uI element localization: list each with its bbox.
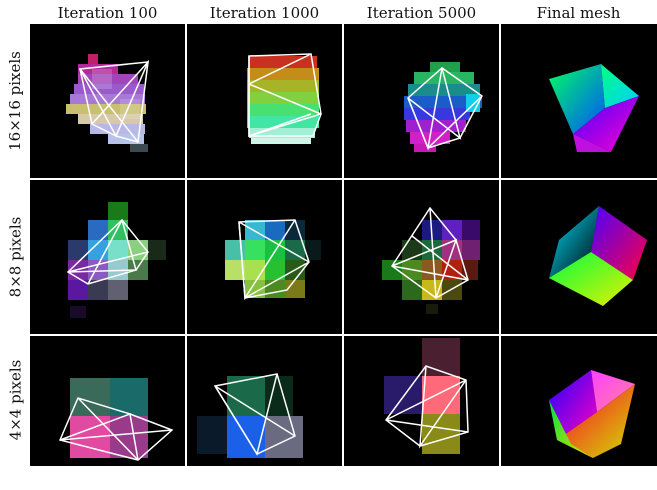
panel-4x4-final-mesh	[501, 336, 657, 466]
render-8x8-iter-1000	[225, 219, 321, 301]
column-header-final-mesh: Final mesh	[536, 4, 621, 22]
panel-16x16-iter-5000	[344, 24, 499, 178]
render-16x16-final-mesh	[549, 64, 639, 152]
render-4x4-final-mesh	[549, 370, 635, 458]
column-header-iteration-100: Iteration 100	[57, 4, 158, 22]
panel-4x4-iter-100	[30, 336, 185, 466]
panel-8x8-final-mesh	[501, 180, 657, 334]
render-8x8-iter-5000	[382, 206, 480, 314]
render-16x16-iter-1000	[247, 53, 322, 144]
panel-4x4-iter-1000	[187, 336, 342, 466]
render-4x4-iter-5000	[384, 338, 469, 454]
panel-8x8-iter-5000	[344, 180, 499, 334]
panel-8x8-iter-100	[30, 180, 185, 334]
column-header-iteration-5000: Iteration 5000	[366, 4, 477, 22]
row-header-8x8: 8×8 pixels	[6, 216, 24, 298]
column-header-iteration-1000: Iteration 1000	[209, 4, 320, 22]
panel-4x4-iter-5000	[344, 336, 499, 466]
panel-16x16-iter-1000	[187, 24, 342, 178]
row-header-16x16: 16×16 pixels	[6, 51, 24, 151]
panel-8x8-iter-1000	[187, 180, 342, 334]
render-16x16-iter-5000	[404, 62, 483, 152]
render-4x4-iter-1000	[197, 373, 303, 458]
render-4x4-iter-100	[58, 378, 174, 461]
panel-16x16-iter-100	[30, 24, 185, 178]
row-header-4x4: 4×4 pixels	[6, 359, 24, 441]
figure-grid	[30, 24, 657, 490]
panel-16x16-final-mesh	[501, 24, 657, 178]
render-16x16-iter-100	[66, 54, 150, 152]
render-8x8-final-mesh	[549, 206, 647, 306]
render-8x8-iter-100	[66, 202, 166, 318]
